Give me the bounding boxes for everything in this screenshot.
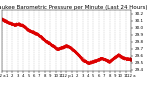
Title: Milwaukee Barometric Pressure per Minute (Last 24 Hours): Milwaukee Barometric Pressure per Minute… <box>0 5 147 10</box>
